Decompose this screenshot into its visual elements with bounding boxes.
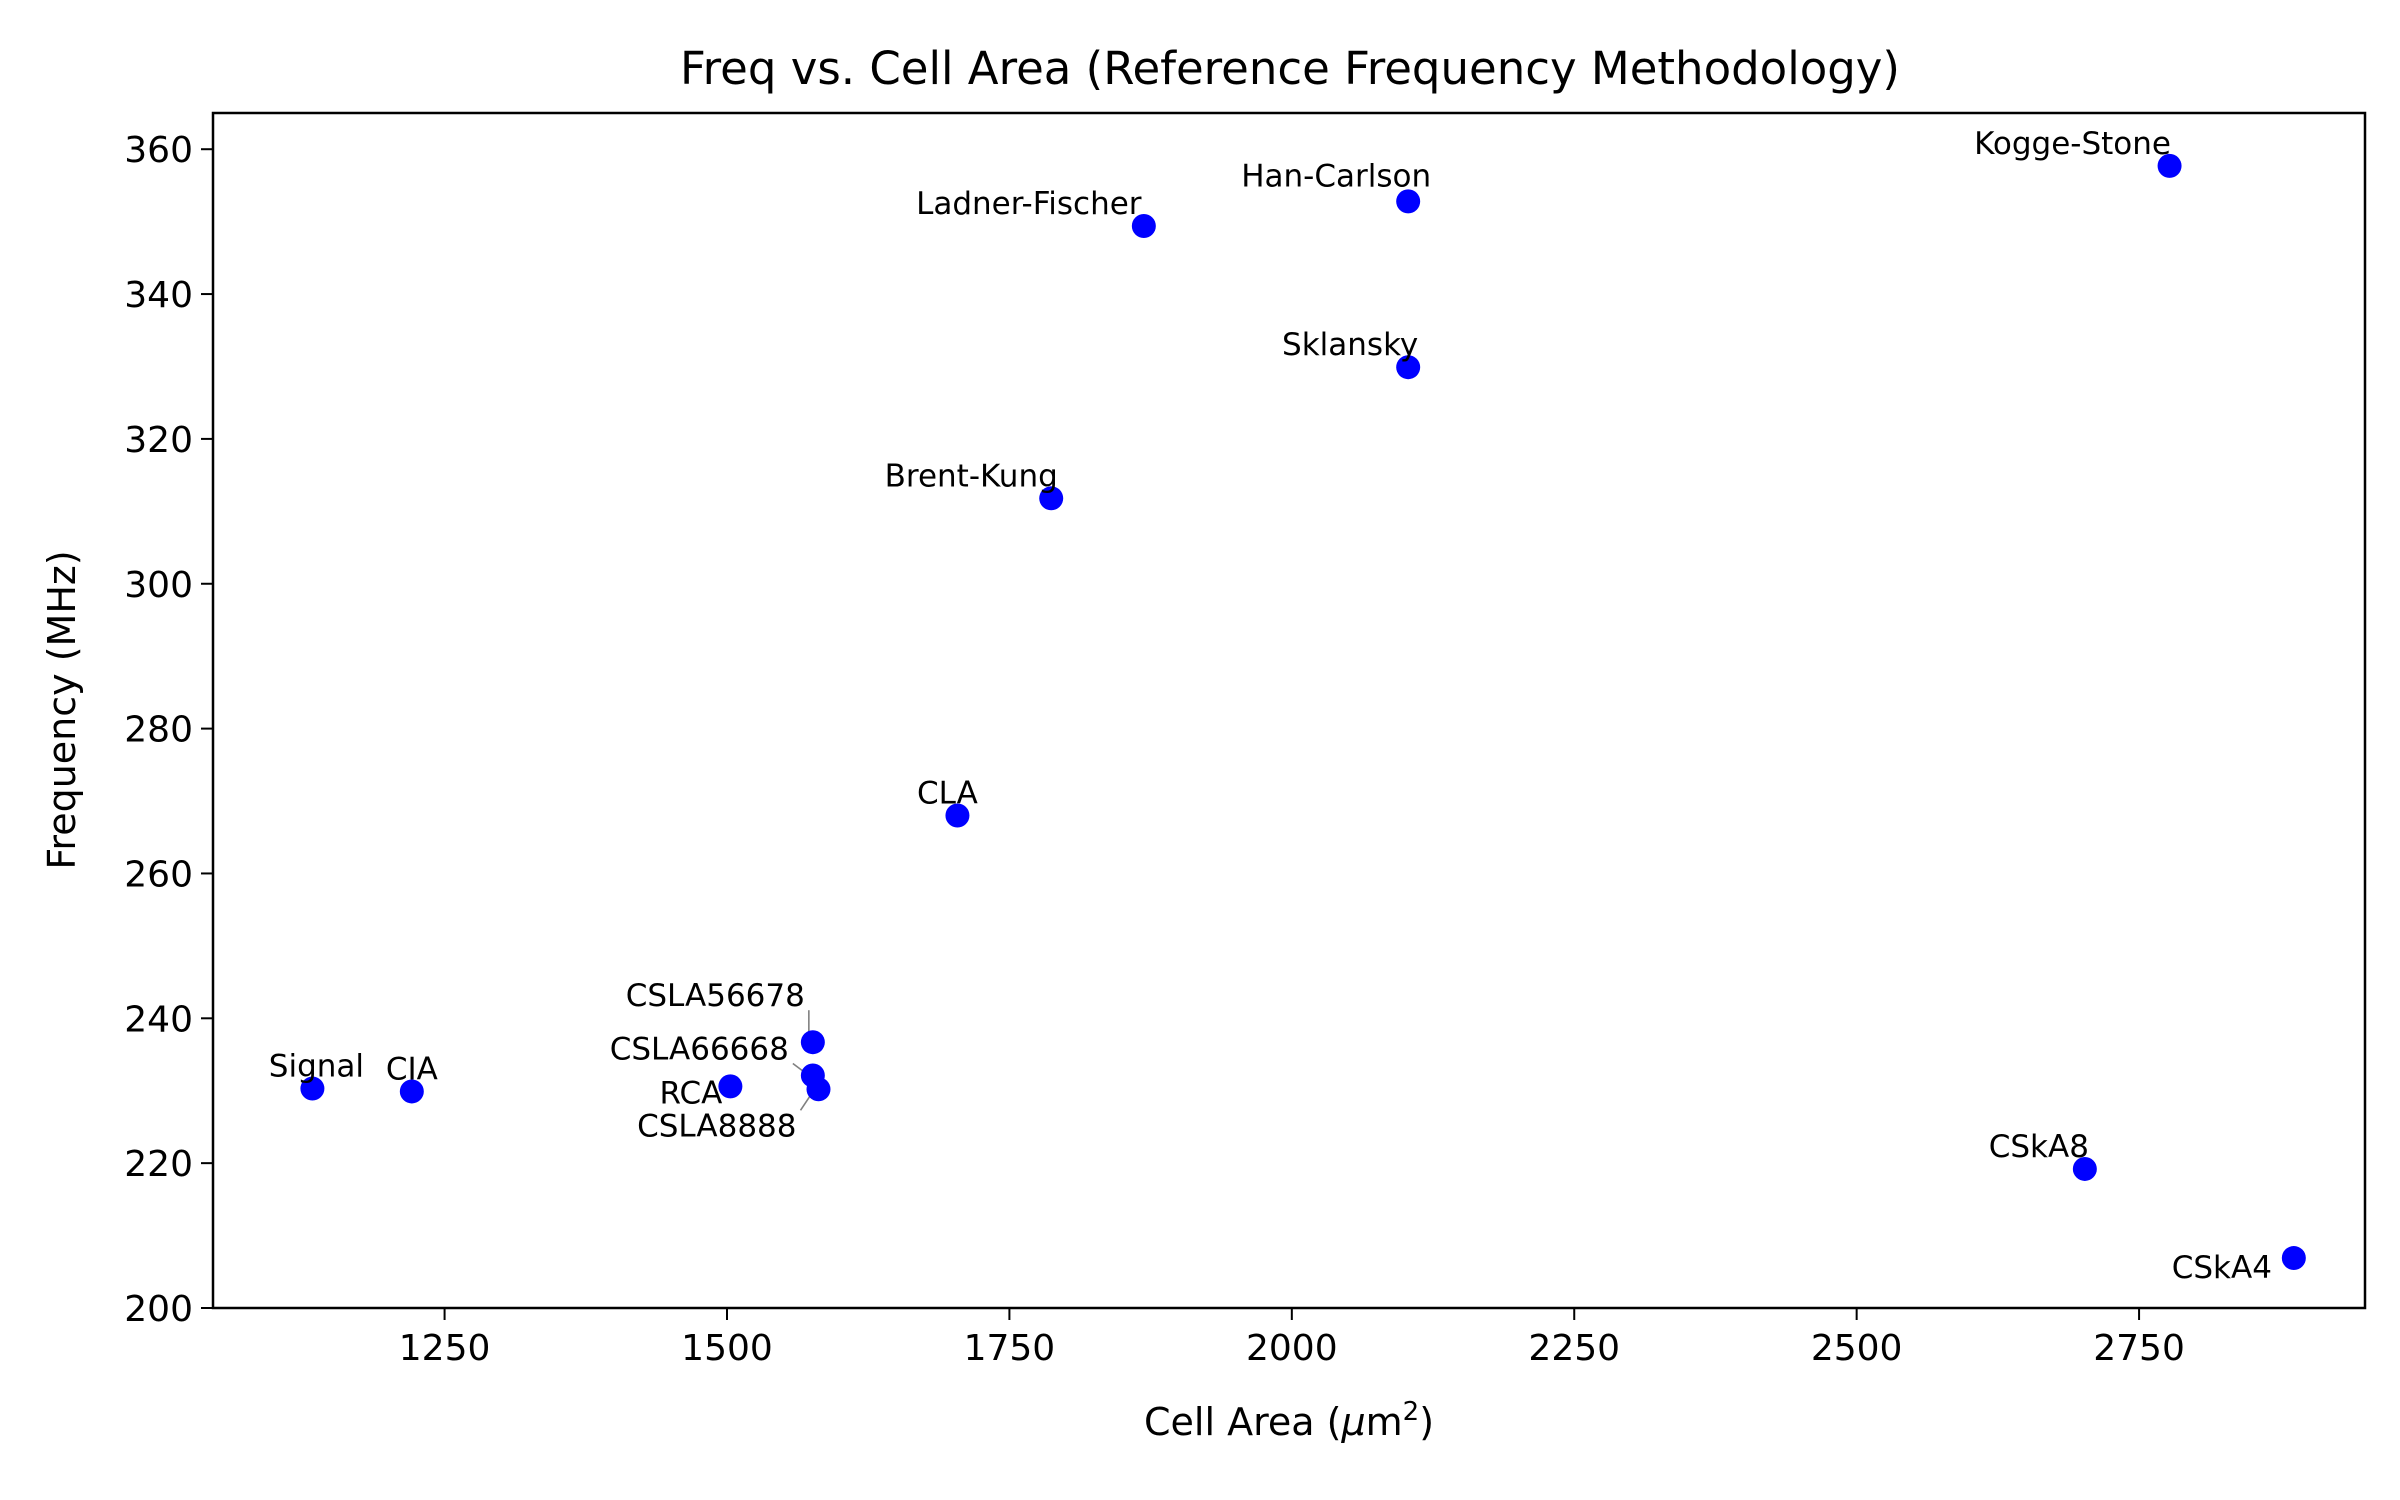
label-sklansky: Sklansky <box>1282 327 1418 363</box>
label-cska8: CSkA8 <box>1989 1129 2089 1165</box>
x-tick-label: 2750 <box>2093 1328 2185 1369</box>
plot-frame <box>211 111 2367 1310</box>
x-tick-label: 2000 <box>1246 1328 1338 1369</box>
point-ladner-fischer <box>1131 213 1156 238</box>
x-tick-label: 1250 <box>399 1328 491 1369</box>
point-cska8 <box>2072 1156 2097 1181</box>
y-axis-ticks: 200 220 240 260 280 300 320 340 360 <box>124 130 213 1330</box>
point-cla <box>945 803 970 828</box>
data-points <box>300 153 2306 1271</box>
label-han-carlson: Han-Carlson <box>1241 158 1431 194</box>
point-sklansky <box>1396 355 1421 380</box>
point-cia <box>399 1079 424 1104</box>
x-axis-label-base: Cell Area ( <box>1144 1400 1341 1444</box>
point-csla8888 <box>806 1077 831 1102</box>
label-csla56678: CSLA56678 <box>626 978 805 1014</box>
label-kogge-stone: Kogge-Stone <box>1974 126 2171 162</box>
label-brent-kung: Brent-Kung <box>885 458 1058 494</box>
point-csla56678 <box>800 1030 825 1055</box>
point-brent-kung <box>1039 486 1064 511</box>
y-tick-label: 240 <box>124 999 193 1040</box>
label-csla8888: CSLA8888 <box>637 1108 796 1144</box>
y-tick-label: 360 <box>124 130 193 171</box>
x-axis-label-close: ) <box>1419 1400 1434 1444</box>
x-tick-label: 2500 <box>1811 1328 1903 1369</box>
label-signal: Signal <box>269 1049 364 1085</box>
label-csla66668: CSLA66668 <box>610 1032 789 1068</box>
point-rca <box>718 1074 743 1099</box>
label-cska4: CSkA4 <box>2172 1250 2272 1286</box>
point-han-carlson <box>1396 189 1421 214</box>
y-tick-label: 280 <box>124 710 193 751</box>
point-kogge-stone <box>2157 153 2182 178</box>
y-tick-label: 340 <box>124 275 193 316</box>
y-tick-label: 260 <box>124 854 193 895</box>
y-tick-label: 220 <box>124 1144 193 1185</box>
x-axis-label: Cell Area (μm2) <box>1144 1397 1434 1444</box>
label-ladner-fischer: Ladner-Fischer <box>916 186 1142 222</box>
chart-title: Freq vs. Cell Area (Reference Frequency … <box>680 42 1900 95</box>
point-labels: Signal CIA RCA CSLA56678 CSLA66668 CSLA8888 CL… <box>269 126 2272 1286</box>
x-axis-ticks: 1250 1500 1750 2000 2250 2500 2750 <box>399 1308 2185 1369</box>
x-tick-label: 1750 <box>964 1328 1056 1369</box>
label-cla: CLA <box>917 776 978 812</box>
x-tick-label: 1500 <box>681 1328 773 1369</box>
point-signal <box>300 1076 325 1101</box>
y-tick-label: 320 <box>124 420 193 461</box>
y-tick-label: 300 <box>124 565 193 606</box>
y-tick-label: 200 <box>124 1289 193 1330</box>
x-axis-label-unit-rest: m <box>1366 1400 1403 1444</box>
label-cia: CIA <box>386 1051 438 1087</box>
x-axis-label-superscript: 2 <box>1403 1397 1420 1427</box>
point-cska4 <box>2281 1246 2306 1271</box>
label-rca: RCA <box>660 1075 723 1111</box>
y-axis-label: Frequency (MHz) <box>40 550 84 869</box>
x-axis-label-unit-mu: μ <box>1340 1400 1365 1444</box>
x-tick-label: 2250 <box>1528 1328 1620 1369</box>
